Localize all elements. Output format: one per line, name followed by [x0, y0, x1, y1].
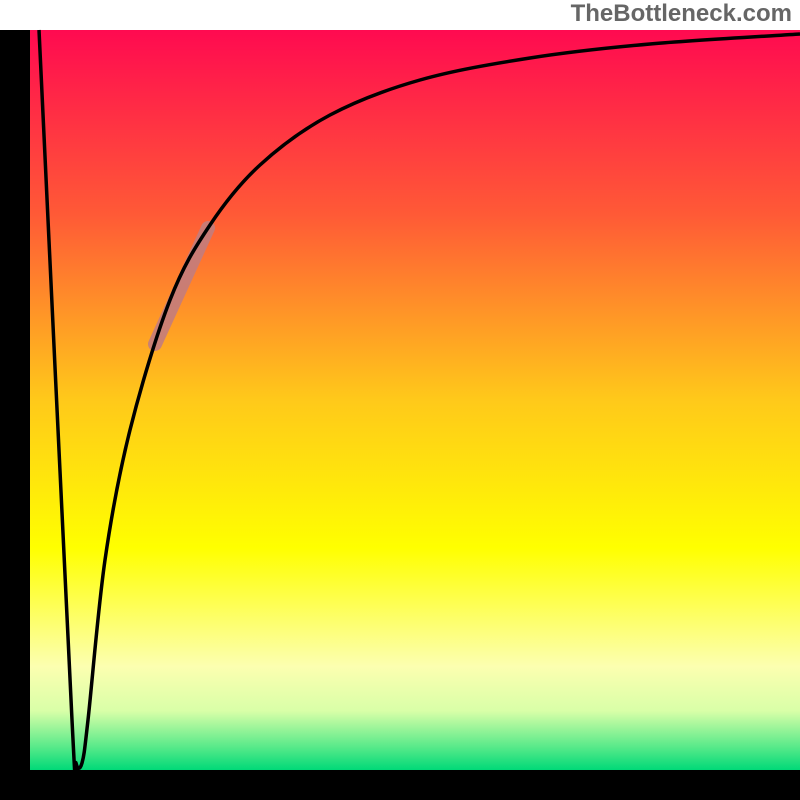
chart-svg	[0, 0, 800, 800]
watermark-text: TheBottleneck.com	[571, 0, 792, 28]
chart-container: TheBottleneck.com	[0, 0, 800, 800]
frame-left	[0, 30, 30, 799]
frame-bottom	[0, 770, 800, 800]
gradient-background	[30, 30, 800, 770]
